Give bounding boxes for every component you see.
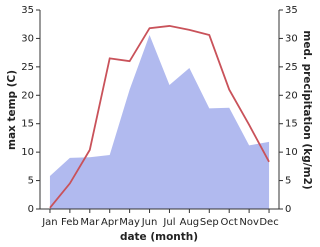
y2-tick-label: 0: [285, 204, 291, 215]
y-tick-label: 35: [21, 5, 34, 16]
y2-tick-label: 20: [285, 90, 298, 101]
x-tick-label: Mar: [80, 217, 100, 228]
x-tick-label: Feb: [61, 217, 79, 228]
y2-tick-label: 10: [285, 147, 298, 158]
y-tick-label: 20: [21, 90, 34, 101]
x-tick-label: Oct: [221, 217, 238, 228]
x-tick-label: Jun: [141, 217, 158, 228]
x-tick-label: Sep: [200, 217, 219, 228]
y-tick-label: 30: [21, 33, 34, 44]
precipitation-area: [49, 35, 270, 209]
temperature-line: [49, 25, 270, 209]
y-tick-label: 10: [21, 147, 34, 158]
x-tick-label: May: [119, 217, 140, 228]
x-tick-label: Jul: [162, 217, 175, 228]
y2-tick-label: 35: [285, 5, 298, 16]
y-tick-label: 15: [21, 119, 34, 130]
x-tick-label: Aug: [180, 217, 200, 228]
y2-tick-label: 25: [285, 62, 298, 73]
y-tick-label: 0: [28, 204, 34, 215]
y2-tick-label: 5: [285, 176, 291, 187]
y-tick-label: 25: [21, 62, 34, 73]
y-tick-label: 5: [28, 176, 34, 187]
x-tick-label: Jan: [41, 217, 57, 228]
y2-tick-label: 15: [285, 119, 298, 130]
y-axis-label: max temp (C): [6, 70, 18, 150]
x-tick-label: Apr: [101, 217, 119, 228]
y2-tick-label: 30: [285, 33, 298, 44]
y2-axis-label: med. precipitation (kg/m2): [301, 30, 313, 189]
x-tick-label: Nov: [239, 217, 259, 228]
x-tick-label: Dec: [259, 217, 278, 228]
x-axis-label: date (month): [120, 231, 198, 243]
